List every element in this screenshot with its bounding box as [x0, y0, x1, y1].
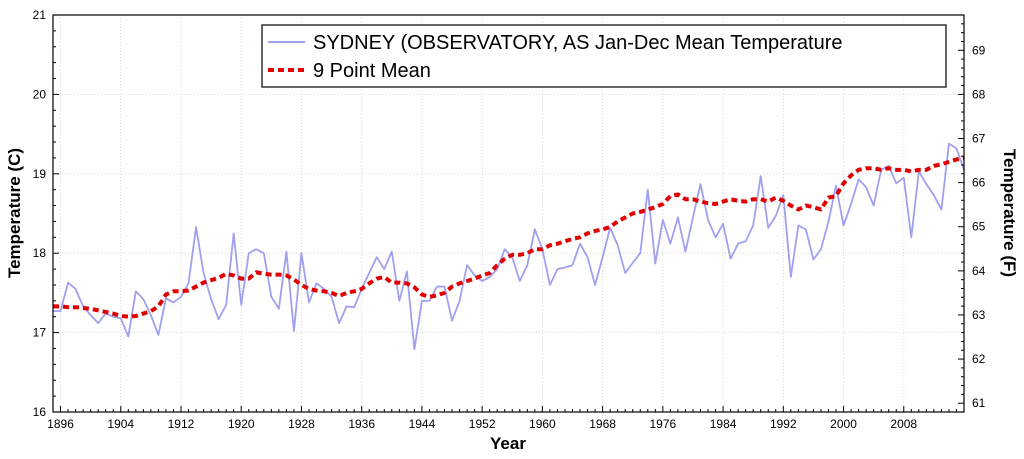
x-tick-label: 1976 — [649, 417, 676, 431]
x-tick-label: 1912 — [168, 417, 195, 431]
x-tick-label: 1920 — [228, 417, 255, 431]
y-right-tick-label: 67 — [972, 132, 986, 146]
y-right-tick-label: 62 — [972, 352, 986, 366]
legend-label-observed: SYDNEY (OBSERVATORY, AS Jan-Dec Mean Tem… — [313, 32, 843, 54]
y-left-tick-label: 19 — [33, 167, 47, 181]
y-right-tick-label: 64 — [972, 264, 986, 278]
y-left-tick-label: 18 — [33, 246, 47, 260]
y-right-tick-label: 61 — [972, 396, 986, 410]
x-tick-label: 1928 — [288, 417, 315, 431]
x-tick-label: 1960 — [529, 417, 556, 431]
series-layer — [53, 142, 965, 351]
legend-label-mean: 9 Point Mean — [313, 60, 431, 82]
plot-frame — [52, 14, 965, 413]
legend: SYDNEY (OBSERVATORY, AS Jan-Dec Mean Tem… — [261, 24, 947, 88]
y-axis-right: 61 62 63 64 65 66 67 68 69 — [958, 14, 986, 410]
x-tick-label: 1904 — [107, 417, 134, 431]
legend-box — [261, 24, 947, 88]
x-tick-label: 2000 — [830, 417, 857, 431]
y-left-tick-label: 17 — [33, 326, 47, 340]
x-tick-label: 1952 — [469, 417, 496, 431]
x-tick-label: 1984 — [710, 417, 737, 431]
y-right-tick-label: 66 — [972, 176, 986, 190]
series-line-9-point-mean — [53, 155, 965, 319]
x-axis-title: Year — [490, 434, 526, 453]
y-right-tick-label: 68 — [972, 87, 986, 101]
x-tick-label: 1936 — [348, 417, 375, 431]
y-right-tick-label: 65 — [972, 220, 986, 234]
x-tick-label: 1896 — [47, 417, 74, 431]
y-axis-left: 16 17 18 19 20 21 — [33, 8, 59, 419]
y-right-tick-label: 63 — [972, 308, 986, 322]
y-axis-right-title: Temperature (F) — [1000, 149, 1019, 277]
x-tick-label: 1992 — [770, 417, 797, 431]
y-left-tick-label: 16 — [33, 405, 47, 419]
y-axis-left-title: Temperature (C) — [5, 148, 24, 278]
x-tick-label: 1968 — [589, 417, 616, 431]
x-axis: 1896 1904 1912 1920 1928 1936 1944 1952 1960 1968… — [47, 406, 965, 431]
x-tick-label: 2008 — [890, 417, 917, 431]
series-line-observed — [53, 142, 965, 351]
y-right-tick-label: 69 — [972, 43, 986, 57]
x-tick-label: 1944 — [409, 417, 436, 431]
y-left-tick-label: 21 — [33, 8, 47, 22]
y-left-tick-label: 20 — [33, 87, 47, 101]
